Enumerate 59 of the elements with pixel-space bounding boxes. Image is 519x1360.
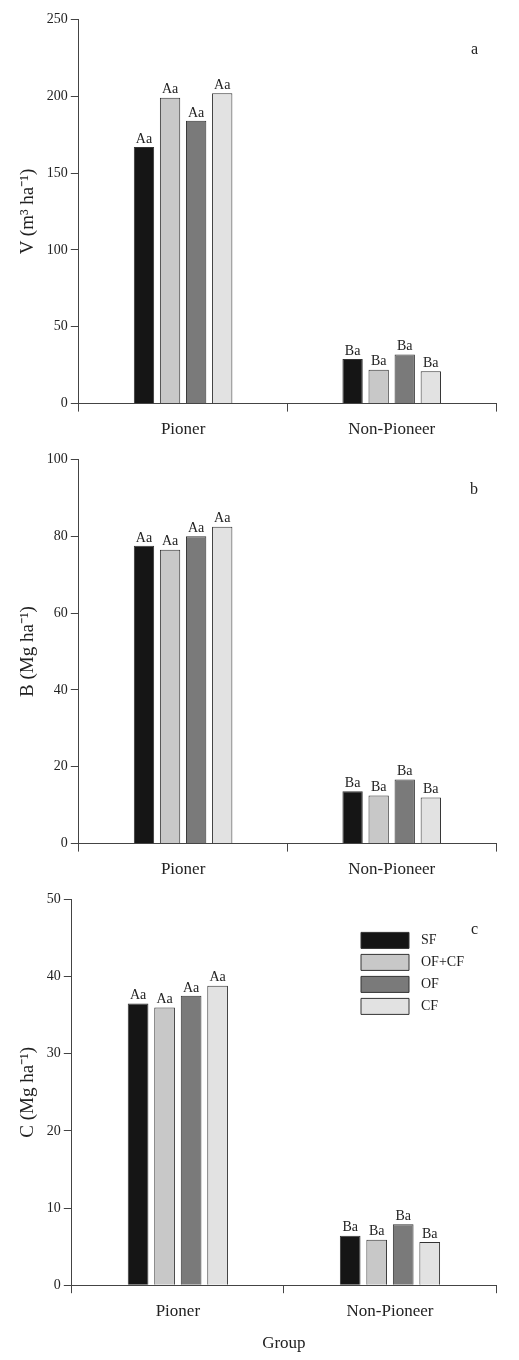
- y-tick-label: 100: [46, 241, 68, 257]
- x-tick-label: Non-Pioneer: [348, 859, 436, 879]
- y-tick-label: 150: [46, 164, 68, 180]
- data-label: Aa: [135, 130, 153, 146]
- y-axis-title: B (Mg ha⁻¹): [16, 606, 39, 697]
- y-tick-label: 40: [53, 681, 68, 697]
- data-label: Ba: [396, 338, 414, 354]
- data-label: Ba: [396, 763, 414, 779]
- y-tick-label: 20: [46, 1122, 61, 1138]
- x-tick-label: Non-Pioneer: [346, 1300, 434, 1320]
- data-label: Ba: [344, 342, 362, 358]
- data-label: Aa: [187, 104, 206, 120]
- x-tick-label: Pioner: [160, 419, 206, 439]
- y-tick-label: 0: [60, 835, 68, 851]
- data-label: Ba: [421, 1225, 439, 1241]
- y-tick-label: 60: [53, 604, 68, 620]
- y-axis-title: C (Mg ha⁻¹): [16, 1046, 39, 1138]
- y-tick-label: 0: [60, 395, 68, 411]
- data-label: Aa: [161, 533, 180, 549]
- data-label: Ba: [370, 779, 388, 795]
- data-label: Ba: [395, 1207, 412, 1223]
- legend-label: OF+CF: [421, 954, 465, 970]
- y-tick-label: 30: [46, 1045, 61, 1061]
- annotation: c: [470, 919, 478, 937]
- y-tick-label: 0: [53, 1276, 61, 1292]
- data-label: Aa: [214, 510, 232, 526]
- data-label: Aa: [209, 969, 227, 985]
- annotation: a: [470, 39, 478, 57]
- x-axis-title: Group: [262, 1333, 306, 1353]
- data-label: Ba: [370, 353, 388, 369]
- data-label: Aa: [187, 519, 206, 535]
- y-tick-label: 50: [46, 891, 61, 907]
- data-label: Aa: [214, 76, 232, 92]
- data-label: Aa: [182, 979, 201, 995]
- y-tick-label: 10: [46, 1199, 61, 1215]
- data-label: Aa: [161, 81, 180, 97]
- x-tick-label: Non-Pioneer: [348, 419, 436, 439]
- x-tick-label: Pioner: [160, 859, 206, 879]
- y-tick-label: 80: [53, 527, 68, 543]
- data-label: Ba: [423, 781, 440, 797]
- legend-label: OF: [421, 976, 440, 992]
- y-axis-title: V (m³ ha⁻¹): [16, 168, 39, 255]
- data-label: Aa: [135, 529, 153, 545]
- data-label: Ba: [342, 1219, 359, 1235]
- y-tick-label: 40: [46, 968, 61, 984]
- legend-label: SF: [421, 932, 437, 948]
- annotation: b: [470, 479, 478, 497]
- legend-label: CF: [421, 998, 439, 1014]
- data-label: Aa: [156, 991, 174, 1007]
- data-label: Ba: [423, 355, 440, 370]
- data-label: Ba: [344, 775, 362, 791]
- data-label: Aa: [129, 987, 148, 1003]
- y-tick-label: 250: [46, 11, 68, 27]
- y-tick-label: 50: [53, 318, 68, 334]
- x-tick-label: Pioner: [155, 1300, 201, 1320]
- y-tick-label: 100: [46, 451, 68, 467]
- y-tick-label: 20: [53, 758, 68, 774]
- data-label: Ba: [368, 1223, 386, 1239]
- y-tick-label: 200: [46, 87, 68, 103]
